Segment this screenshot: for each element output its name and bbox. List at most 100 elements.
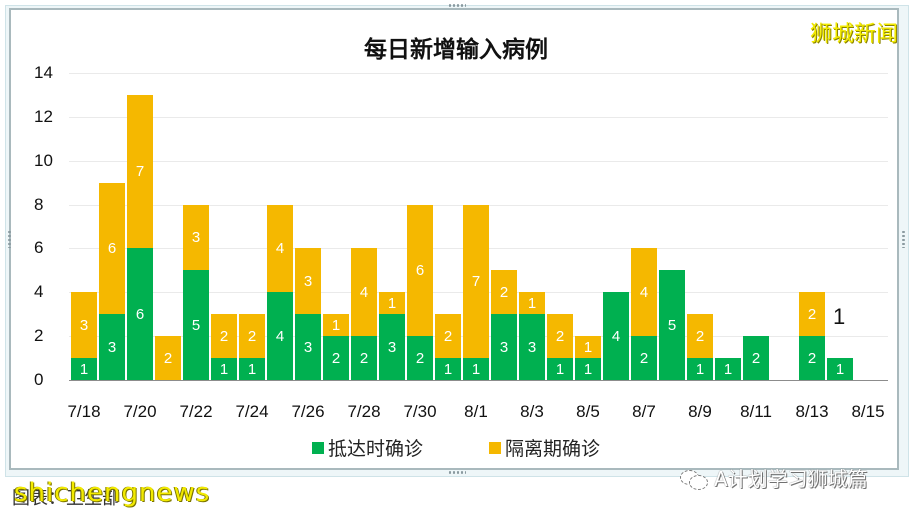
bar-segment-quarantine: 3	[295, 248, 321, 315]
legend-item-quarantine: 隔离期确诊	[489, 434, 600, 461]
gridline	[69, 160, 888, 162]
bar-segment-arrival: 1	[547, 358, 573, 380]
bar-segment-quarantine: 2	[687, 314, 713, 359]
bar-8-11: 2	[743, 336, 769, 380]
bar-segment-quarantine: 6	[99, 182, 125, 315]
bar-segment-arrival: 3	[379, 314, 405, 380]
bar-segment-quarantine: 2	[435, 314, 461, 359]
bar-segment-quarantine: 2	[239, 314, 265, 359]
x-tick-label: 7/26	[291, 402, 325, 421]
bar-segment-quarantine: 3	[183, 204, 209, 271]
x-tick-label: 7/28	[347, 402, 381, 421]
bar-segment-arrival: 5	[659, 270, 685, 380]
bar-segment-quarantine: 2	[211, 314, 237, 359]
x-tick-label: 8/7	[632, 402, 656, 421]
bar-segment-arrival: 1	[715, 358, 741, 380]
bar-segment-quarantine: 4	[267, 204, 293, 293]
legend-swatch-green	[311, 441, 324, 454]
bar-segment-quarantine: 7	[127, 94, 153, 249]
y-tick-label: 10	[34, 150, 53, 170]
bar-segment-arrival: 2	[323, 336, 349, 380]
bar-segment-arrival: 2	[743, 336, 769, 380]
bar-segment-quarantine: 1	[379, 292, 405, 315]
gridline	[69, 116, 888, 118]
bar-segment-quarantine: 3	[71, 292, 97, 359]
legend-swatch-yellow	[489, 441, 501, 454]
y-tick-label: 0	[34, 370, 44, 389]
x-tick-label: 8/11	[740, 402, 772, 421]
bar-segment-arrival: 3	[491, 314, 517, 380]
bar-segment-quarantine: 1	[519, 292, 545, 315]
bar-segment-arrival: 1	[687, 358, 713, 380]
wechat-icon	[680, 468, 708, 490]
legend: 抵达时确诊 隔离期确诊	[0, 434, 912, 461]
x-tick-label: 8/3	[520, 402, 544, 421]
resize-handle-bottom[interactable]	[448, 470, 466, 475]
x-axis-line	[69, 380, 888, 381]
bar-segment-arrival: 1	[211, 358, 237, 380]
x-tick-label: 8/9	[688, 402, 712, 421]
bar-segment-quarantine: 4	[631, 248, 657, 337]
chart-title: 每日新增输入病例	[364, 37, 548, 63]
x-tick-label: 7/24	[235, 402, 269, 421]
resize-handle-right[interactable]	[901, 230, 906, 248]
x-tick-label: 7/30	[403, 402, 437, 421]
bar-segment-arrival: 4	[267, 292, 293, 380]
bar-8-10: 1	[715, 358, 741, 380]
bar-segment-quarantine: 2	[799, 292, 825, 337]
x-tick-label: 8/13	[795, 402, 829, 421]
bar-segment-quarantine: 1	[323, 314, 349, 337]
bar-segment-quarantine: 4	[351, 248, 377, 337]
bar-segment-arrival: 3	[519, 314, 545, 380]
bar-8-6: 4	[603, 292, 629, 380]
resize-handle-top[interactable]	[448, 3, 466, 8]
x-tick-label: 8/5	[576, 402, 600, 421]
legend-item-arrival: 抵达时确诊	[311, 434, 423, 461]
figure-caption: 图表：卫生部	[12, 488, 120, 509]
x-tick-label: 7/20	[123, 402, 157, 421]
bar-segment-quarantine: 2	[491, 270, 517, 315]
x-tick-label: 8/15	[851, 402, 885, 421]
bar-segment-arrival: 1	[435, 358, 461, 380]
bar-segment-arrival: 3	[99, 314, 125, 380]
x-tick-label: 7/18	[67, 402, 101, 421]
y-tick-label: 14	[34, 63, 53, 82]
watermark-wechat: A计划学习狮城篇	[680, 463, 868, 492]
legend-label-quarantine: 隔离期确诊	[505, 438, 601, 460]
bar-segment-quarantine: 7	[463, 204, 489, 359]
bar-segment-arrival: 2	[351, 336, 377, 380]
x-tick-label: 7/22	[179, 402, 213, 421]
watermark-wechat-text: A计划学习狮城篇	[714, 467, 868, 491]
bar-segment-arrival: 6	[127, 248, 153, 380]
bar-segment-quarantine: 6	[407, 204, 433, 337]
bar-8-14: 1	[827, 358, 853, 380]
gridline	[69, 73, 888, 74]
chart-area	[9, 8, 899, 470]
bar-segment-arrival: 1	[575, 358, 601, 380]
bar-8-8: 5	[659, 270, 685, 380]
data-annotation: 1	[833, 303, 846, 329]
bar-segment-arrival: 5	[183, 270, 209, 380]
y-tick-label: 4	[34, 282, 44, 302]
bar-segment-quarantine: 2	[155, 336, 181, 380]
bar-segment-arrival: 1	[71, 358, 97, 380]
bar-segment-arrival: 2	[799, 336, 825, 380]
resize-handle-left[interactable]	[7, 230, 12, 248]
y-tick-label: 2	[34, 326, 44, 346]
bar-segment-arrival: 1	[239, 358, 265, 380]
